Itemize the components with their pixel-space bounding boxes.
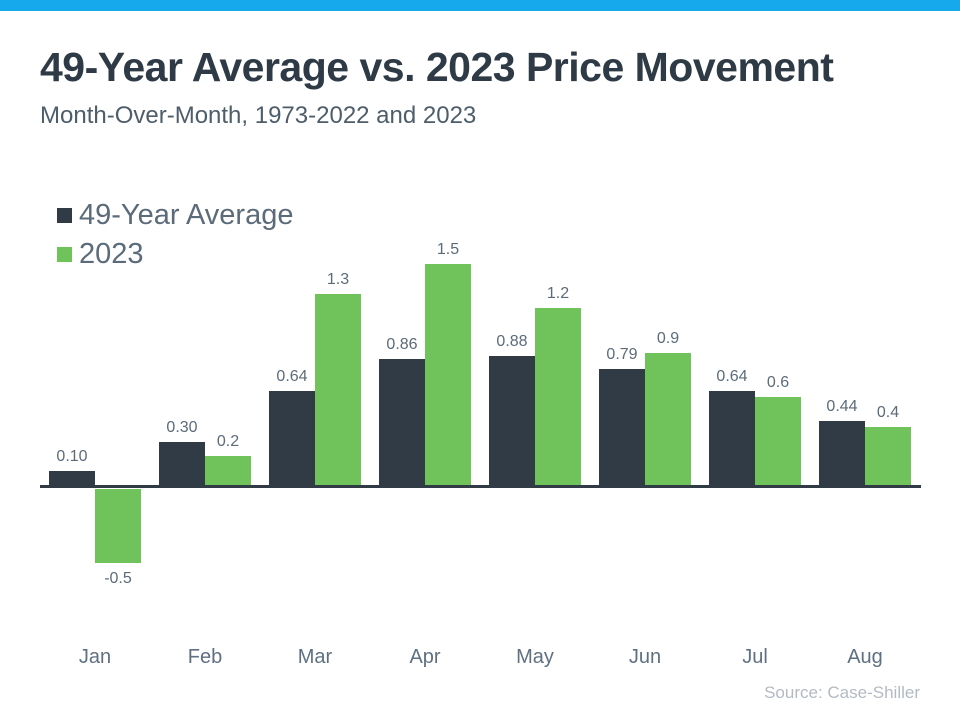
bar-avg-aug xyxy=(819,421,865,486)
page-title: 49-Year Average vs. 2023 Price Movement xyxy=(40,44,834,90)
top-accent-bar xyxy=(0,0,960,11)
bar-value-label-avg-may: 0.88 xyxy=(496,333,528,350)
x-axis-label-jul: Jul xyxy=(742,646,768,668)
legend-item-49-year-average: 49-Year Average xyxy=(57,196,293,235)
bar-avg-jan xyxy=(49,471,95,486)
bar-value-label-2023-jul: 0.6 xyxy=(766,374,790,391)
bar-value-label-avg-aug: 0.44 xyxy=(826,398,858,415)
bar-avg-mar xyxy=(269,391,315,486)
bar-2023-mar xyxy=(315,294,361,486)
bar-value-label-avg-feb: 0.30 xyxy=(166,419,198,436)
x-axis-label-mar: Mar xyxy=(297,646,333,668)
bar-value-label-avg-apr: 0.86 xyxy=(386,336,418,353)
chart-legend: 49-Year Average 2023 xyxy=(57,196,293,274)
bar-2023-aug xyxy=(865,427,911,486)
legend-swatch-green-square-icon xyxy=(57,247,72,262)
bar-avg-feb xyxy=(159,442,205,486)
bar-value-label-2023-mar: 1.3 xyxy=(326,271,350,288)
bar-avg-jul xyxy=(709,391,755,486)
bar-avg-apr xyxy=(379,359,425,486)
legend-swatch-dark-square-icon xyxy=(57,208,72,223)
bar-value-label-2023-feb: 0.2 xyxy=(216,433,240,450)
bar-2023-feb xyxy=(205,456,251,486)
bar-2023-may xyxy=(535,308,581,486)
x-axis-label-may: May xyxy=(516,646,554,668)
x-axis-label-jan: Jan xyxy=(78,646,112,668)
legend-label-49-year-average: 49-Year Average xyxy=(79,199,294,231)
bar-value-label-2023-jun: 0.9 xyxy=(656,330,680,347)
bar-2023-apr xyxy=(425,264,471,486)
x-axis-label-feb: Feb xyxy=(187,646,223,668)
x-axis-label-jun: Jun xyxy=(628,646,662,668)
bar-2023-jan xyxy=(95,489,141,563)
page-subtitle: Month-Over-Month, 1973-2022 and 2023 xyxy=(40,102,477,129)
x-axis-label-aug: Aug xyxy=(847,646,883,668)
bar-avg-jun xyxy=(599,369,645,486)
legend-label-2023: 2023 xyxy=(79,238,144,270)
x-axis-line xyxy=(40,485,921,488)
bar-avg-may xyxy=(489,356,535,486)
bar-value-label-2023-aug: 0.4 xyxy=(876,404,900,421)
bar-value-label-2023-may: 1.2 xyxy=(546,285,570,302)
bar-value-label-avg-mar: 0.64 xyxy=(276,368,308,385)
x-axis-label-apr: Apr xyxy=(409,646,441,668)
bar-value-label-avg-jun: 0.79 xyxy=(606,346,638,363)
bar-value-label-2023-jan: -0.5 xyxy=(104,570,132,587)
source-attribution: Source: Case-Shiller xyxy=(764,683,920,702)
bar-2023-jun xyxy=(645,353,691,486)
bar-value-label-avg-jan: 0.10 xyxy=(56,448,88,465)
legend-item-2023: 2023 xyxy=(57,235,293,274)
bar-value-label-avg-jul: 0.64 xyxy=(716,368,748,385)
bar-2023-jul xyxy=(755,397,801,486)
bar-value-label-2023-apr: 1.5 xyxy=(436,241,460,258)
